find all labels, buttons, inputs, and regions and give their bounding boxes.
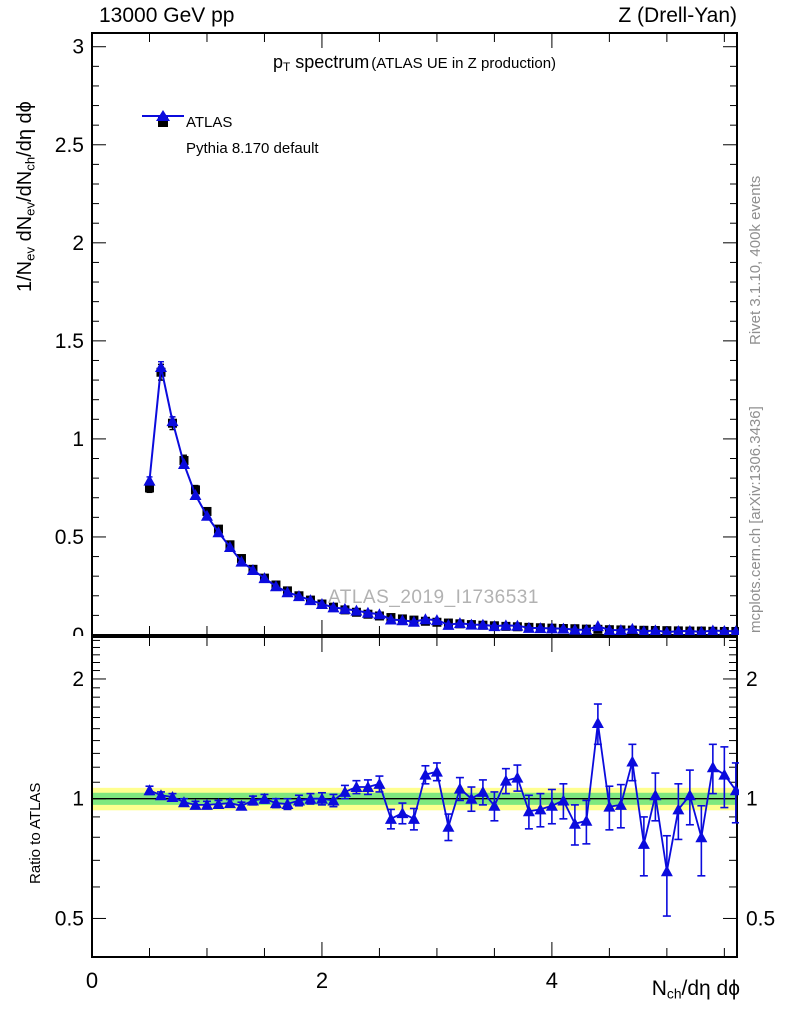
svg-text:0.5: 0.5: [55, 907, 84, 930]
svg-text:0: 0: [72, 624, 84, 647]
legend: ATLAS Pythia 8.170 default: [140, 109, 319, 161]
black-square-marker-icon: [140, 117, 186, 127]
title-analysis: (ATLAS UE in Z production): [371, 55, 557, 72]
svg-text:2.5: 2.5: [55, 134, 84, 157]
svg-text:1: 1: [72, 428, 84, 451]
legend-label-atlas: ATLAS: [186, 113, 233, 131]
svg-text:0.5: 0.5: [55, 526, 84, 549]
beam-energy-label: 13000 GeV pp: [99, 4, 235, 27]
legend-label-pythia: Pythia 8.170 default: [186, 139, 319, 157]
mcplots-credit-note: mcplots.cern.ch [arXiv:1306.3436]: [747, 406, 764, 633]
svg-text:2: 2: [72, 232, 84, 255]
svg-text:2: 2: [746, 668, 758, 691]
x-axis-title: Nch/dη dϕ: [651, 977, 740, 1002]
title-observable-sub: T: [282, 60, 291, 75]
plot-title: pT spectrum (ATLAS UE in Z production): [92, 52, 737, 74]
svg-text:0: 0: [86, 968, 98, 993]
ratio-axis-title: Ratio to ATLAS: [27, 782, 44, 884]
process-label: Z (Drell-Yan): [618, 4, 737, 27]
svg-text:1: 1: [72, 788, 84, 811]
legend-item-atlas: ATLAS: [140, 109, 319, 135]
svg-text:2: 2: [316, 968, 328, 993]
y-axis-title: 1/Nev dNev/dNch/dη dϕ: [14, 101, 38, 292]
legend-item-pythia: Pythia 8.170 default: [140, 110, 319, 161]
svg-text:0.5: 0.5: [746, 907, 775, 930]
rivet-version-note: Rivet 3.1.10, 400k events: [747, 175, 764, 345]
title-observable: p: [272, 52, 283, 72]
svg-text:4: 4: [546, 968, 558, 993]
svg-text:2: 2: [72, 668, 84, 691]
title-text: spectrum: [290, 52, 370, 72]
svg-text:3: 3: [72, 36, 84, 59]
svg-text:1.5: 1.5: [55, 330, 84, 353]
analysis-id-watermark: ATLAS_2019_I1736531: [328, 587, 539, 608]
svg-text:1: 1: [746, 788, 758, 811]
